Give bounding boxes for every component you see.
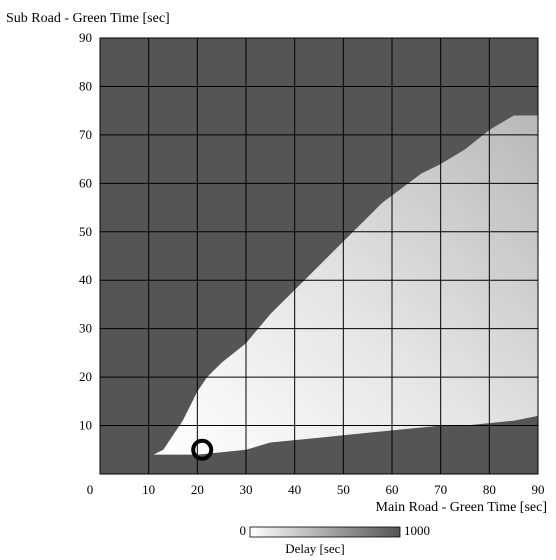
plot-frame bbox=[99, 37, 539, 475]
y-tick-label: 10 bbox=[79, 418, 92, 433]
y-tick-label: 80 bbox=[79, 78, 92, 93]
x-tick-label: 90 bbox=[532, 482, 545, 497]
colorbar-min-label: 0 bbox=[240, 523, 247, 538]
x-tick-label: 30 bbox=[240, 482, 253, 497]
grid-lines bbox=[100, 38, 538, 474]
optimum-marker-circle bbox=[191, 438, 214, 461]
y-tick-label: 40 bbox=[79, 272, 92, 287]
colorbar-title: Delay [sec] bbox=[285, 541, 345, 556]
x-tick-label: 80 bbox=[483, 482, 496, 497]
y-tick-label: 90 bbox=[79, 30, 92, 45]
x-tick-label: 50 bbox=[337, 482, 350, 497]
x-tick-labels: 0 10 20 30 40 50 60 70 80 90 bbox=[87, 482, 545, 497]
y-tick-label: 20 bbox=[79, 369, 92, 384]
low-delay-region bbox=[153, 115, 538, 455]
colorbar bbox=[249, 526, 401, 538]
x-tick-label: 60 bbox=[386, 482, 399, 497]
y-tick-label: 60 bbox=[79, 175, 92, 190]
y-tick-label: 50 bbox=[79, 224, 92, 239]
y-axis-title: Sub Road - Green Time [sec] bbox=[6, 11, 170, 26]
y-tick-labels: 10 20 30 40 50 60 70 80 90 bbox=[79, 30, 92, 433]
y-tick-label: 70 bbox=[79, 127, 92, 142]
x-axis-title: Main Road - Green Time [sec] bbox=[376, 500, 547, 515]
x-tick-label: 0 bbox=[87, 482, 94, 497]
colorbar-max-label: 1000 bbox=[404, 523, 430, 538]
y-tick-label: 30 bbox=[79, 321, 92, 336]
x-tick-label: 10 bbox=[142, 482, 155, 497]
x-tick-label: 70 bbox=[434, 482, 447, 497]
x-tick-label: 40 bbox=[288, 482, 301, 497]
x-tick-label: 20 bbox=[191, 482, 204, 497]
